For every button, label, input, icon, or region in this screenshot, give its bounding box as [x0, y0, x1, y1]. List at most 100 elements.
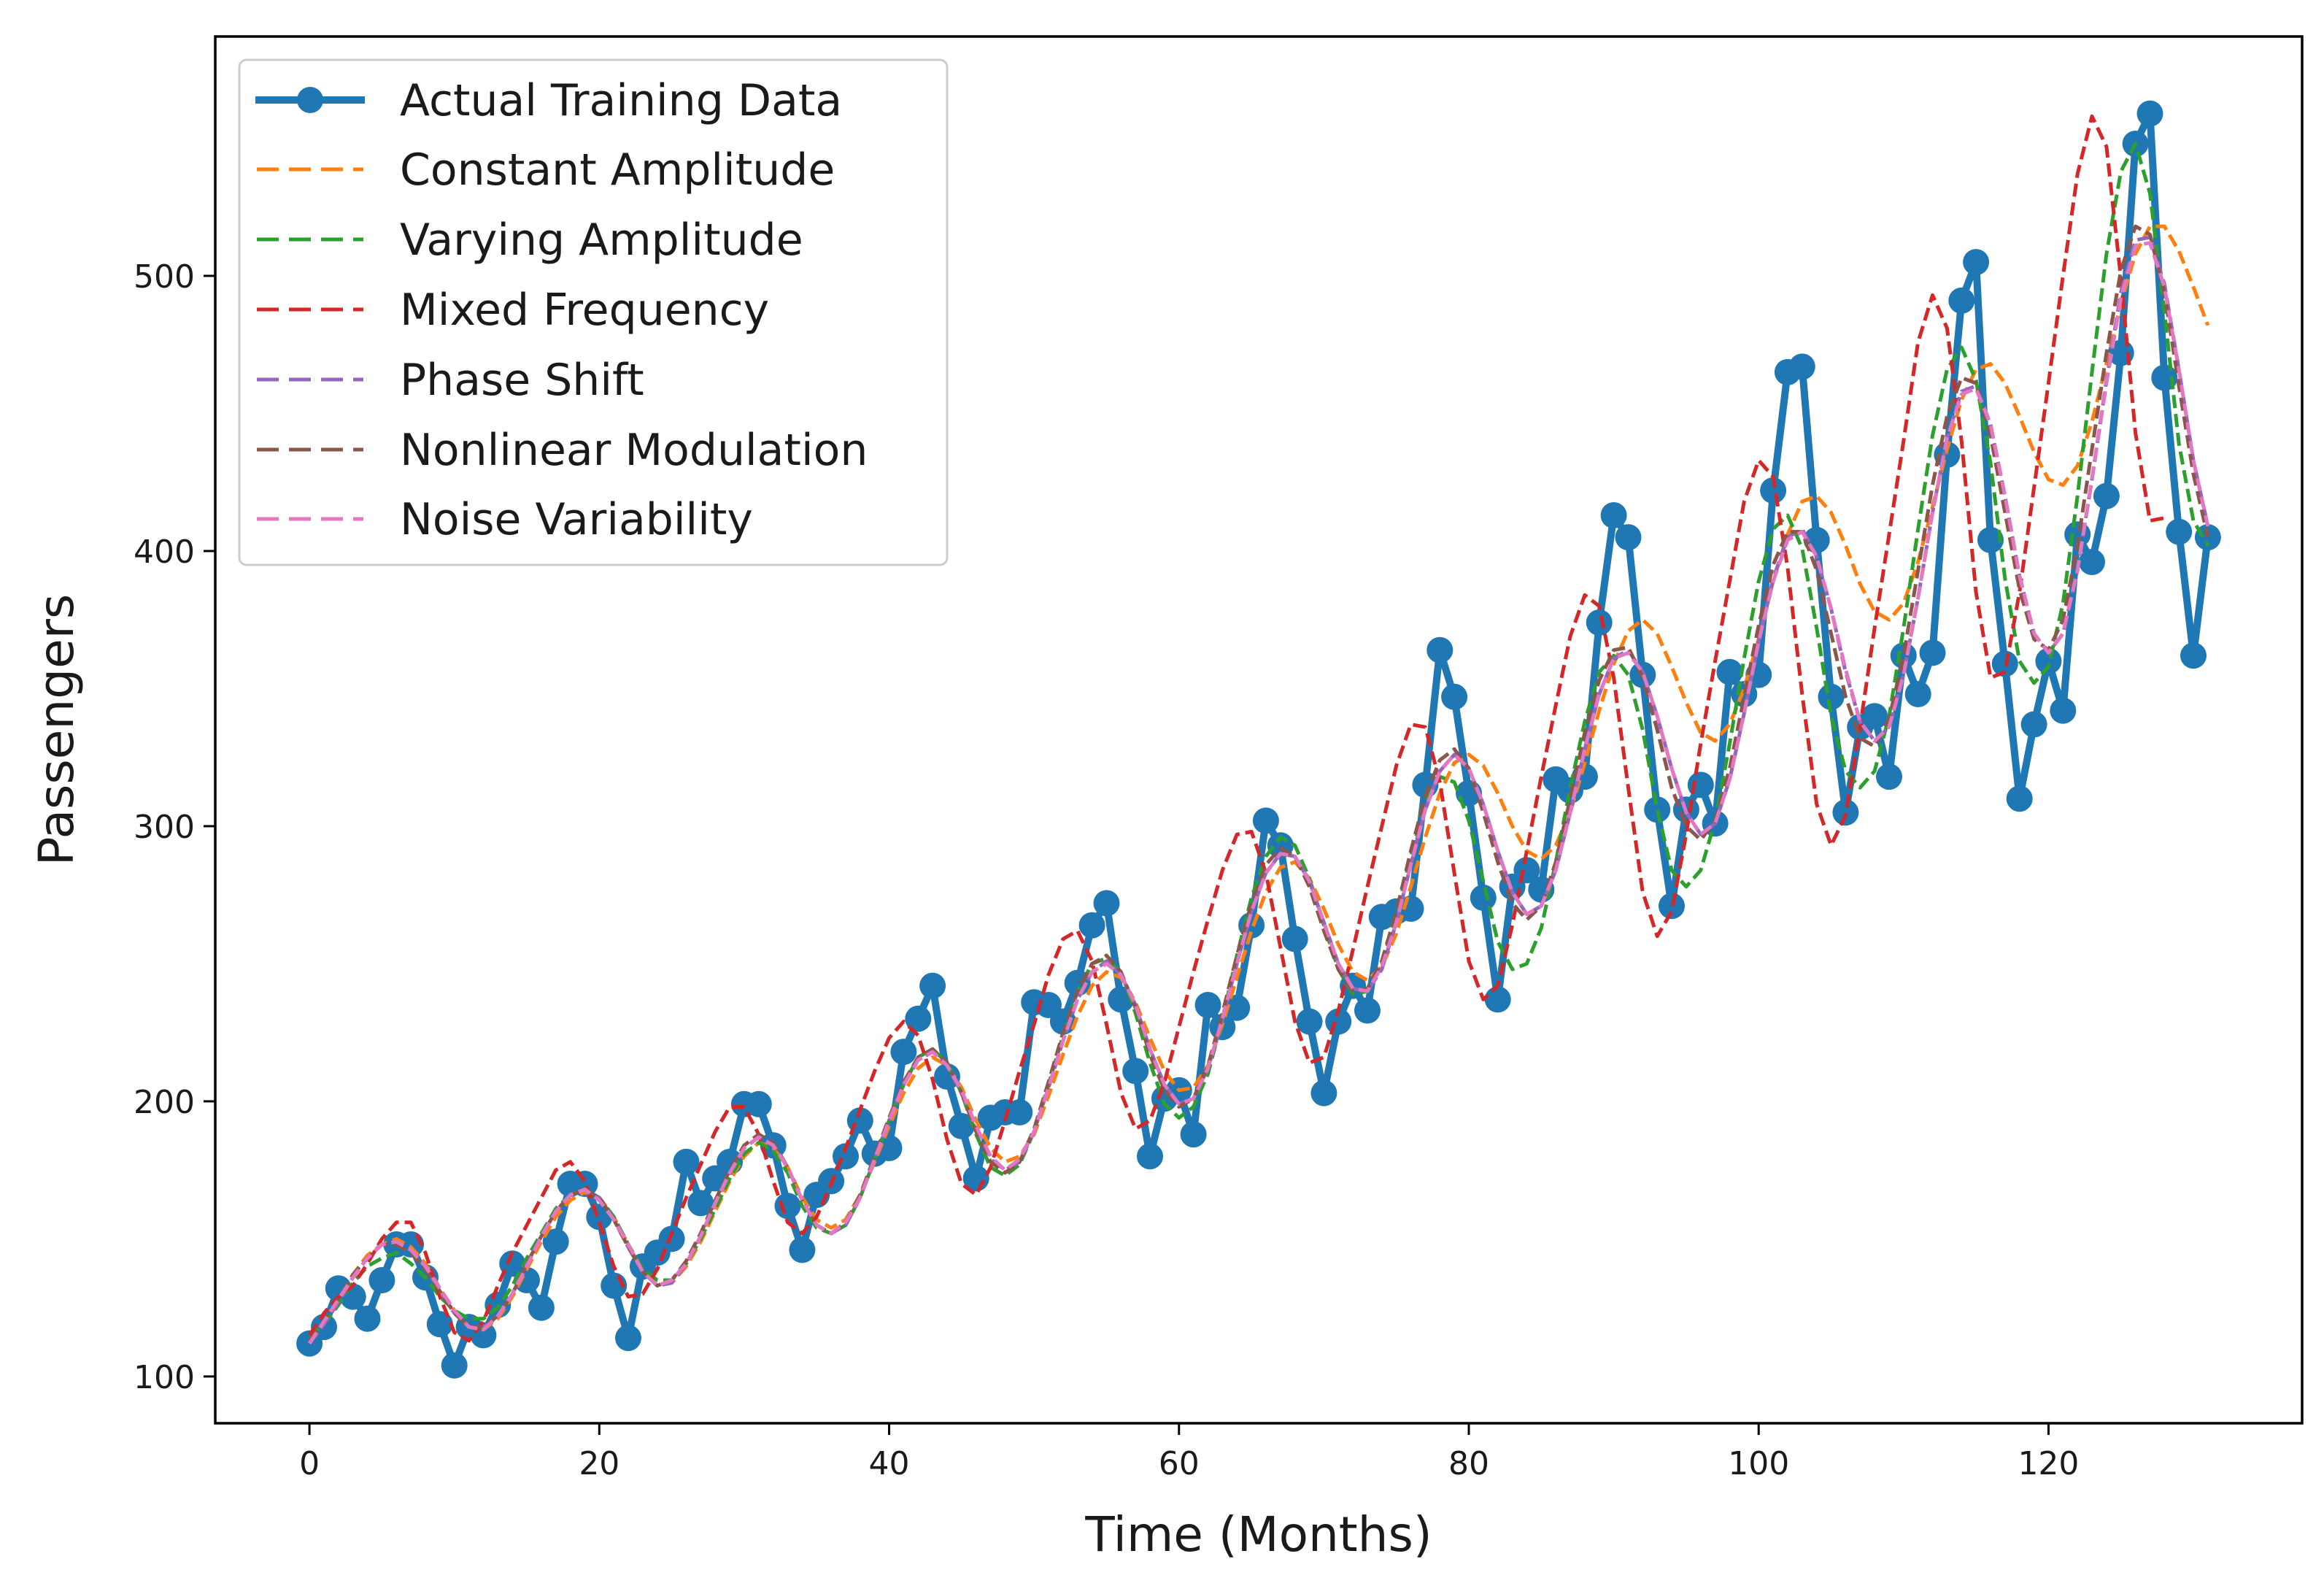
plot-frame: [214, 35, 2304, 1425]
series-line-nonlinear-modulation: [308, 224, 2210, 1342]
data-point: [368, 1267, 395, 1293]
data-point: [1861, 703, 1888, 730]
data-point: [1427, 636, 1454, 663]
data-point: [1615, 524, 1642, 551]
data-point: [1687, 771, 1714, 798]
data-point: [1948, 287, 1975, 314]
data-point: [1788, 353, 1815, 380]
data-point: [774, 1193, 801, 1220]
data-point: [745, 1090, 772, 1117]
legend-item: Phase Shift: [257, 355, 644, 406]
series-line-noise-variability: [308, 241, 2210, 1345]
data-point: [1963, 249, 1990, 276]
data-point: [905, 1005, 932, 1032]
data-point: [1659, 893, 1685, 920]
data-point: [2180, 642, 2207, 669]
legend-label: Phase Shift: [400, 355, 644, 406]
data-point: [1760, 477, 1787, 504]
data-point: [1832, 799, 1859, 826]
legend-box: [238, 58, 949, 566]
data-point: [542, 1228, 569, 1255]
data-point: [1078, 912, 1105, 939]
data-point: [1818, 683, 1845, 710]
series-line-mixed-frequency: [308, 114, 2165, 1343]
data-point: [1441, 683, 1468, 710]
legend-item: Constant Amplitude: [257, 145, 835, 196]
data-point: [615, 1325, 641, 1352]
data-point: [2006, 785, 2033, 812]
legend-swatch-marker: [297, 87, 323, 113]
data-point: [1093, 890, 1120, 917]
data-point: [1354, 997, 1381, 1024]
data-point: [1876, 763, 1902, 790]
legend-label: Nonlinear Modulation: [400, 425, 868, 476]
data-point: [1137, 1143, 1163, 1170]
x-tick-label: 40: [869, 1445, 910, 1482]
x-axis-label: Time (Months): [1084, 1506, 1432, 1563]
y-tick-label: 200: [134, 1084, 195, 1121]
data-point: [1919, 639, 1946, 666]
data-point: [1904, 681, 1931, 707]
data-point: [1281, 925, 1308, 952]
legend-item: Mixed Frequency: [257, 285, 769, 336]
y-tick-label: 100: [134, 1359, 195, 1396]
data-point: [1644, 796, 1671, 823]
data-point: [1600, 502, 1627, 528]
data-point: [1122, 1058, 1149, 1085]
legend-item: Noise Variability: [257, 494, 753, 545]
data-point: [934, 1063, 960, 1090]
x-tick-label: 0: [299, 1445, 320, 1482]
y-axis-label: Passengers: [28, 594, 85, 866]
data-point: [1296, 1008, 1323, 1035]
data-point: [1224, 994, 1251, 1021]
x-tick-label: 100: [1728, 1445, 1789, 1482]
y-tick-label: 300: [134, 809, 195, 846]
data-point: [1716, 658, 1743, 685]
data-point: [673, 1148, 700, 1175]
legend: Actual Training Data Constant Amplitude Va…: [238, 58, 949, 566]
ticks-layer: 0 20 40 60 80 100 120 100 200 300 400 500: [134, 258, 2079, 1482]
data-point: [1252, 807, 1279, 834]
legend-item: Nonlinear Modulation: [257, 425, 868, 476]
legend-label: Constant Amplitude: [400, 145, 835, 196]
data-point: [2020, 711, 2047, 738]
x-tick-label: 80: [1448, 1445, 1489, 1482]
y-tick-label: 400: [134, 534, 195, 571]
x-tick-label: 20: [579, 1445, 619, 1482]
data-point: [1586, 609, 1613, 636]
legend-label: Mixed Frequency: [400, 285, 769, 336]
data-point: [528, 1294, 555, 1321]
data-point: [919, 972, 946, 999]
data-point: [658, 1225, 685, 1252]
data-point: [1180, 1121, 1207, 1148]
data-point: [2136, 100, 2163, 127]
data-point: [1194, 992, 1221, 1018]
x-tick-label: 60: [1159, 1445, 1200, 1482]
data-point: [890, 1039, 917, 1066]
data-point: [2093, 482, 2120, 509]
data-point: [2050, 697, 2077, 724]
x-tick-label: 120: [2018, 1445, 2079, 1482]
data-point: [2166, 518, 2193, 545]
data-point: [1977, 526, 2004, 553]
data-point: [789, 1236, 816, 1263]
data-point: [1470, 885, 1497, 911]
data-point: [2035, 647, 2062, 674]
legend-label: Actual Training Data: [400, 75, 842, 126]
data-point: [1006, 1099, 1033, 1125]
data-point: [1934, 442, 1961, 468]
data-point: [354, 1305, 381, 1332]
data-point: [1310, 1079, 1337, 1106]
legend-label: Noise Variability: [400, 494, 753, 545]
legend-items: Actual Training Data Constant Amplitude Va…: [255, 75, 868, 545]
series-layer: [296, 100, 2221, 1379]
legend-label: Varying Amplitude: [400, 215, 803, 266]
data-point: [948, 1112, 975, 1139]
data-point: [441, 1352, 468, 1379]
data-point: [1484, 986, 1511, 1013]
legend-item: Actual Training Data: [255, 75, 842, 126]
data-point: [687, 1190, 714, 1217]
y-tick-label: 500: [134, 258, 195, 296]
data-point: [2079, 549, 2105, 575]
